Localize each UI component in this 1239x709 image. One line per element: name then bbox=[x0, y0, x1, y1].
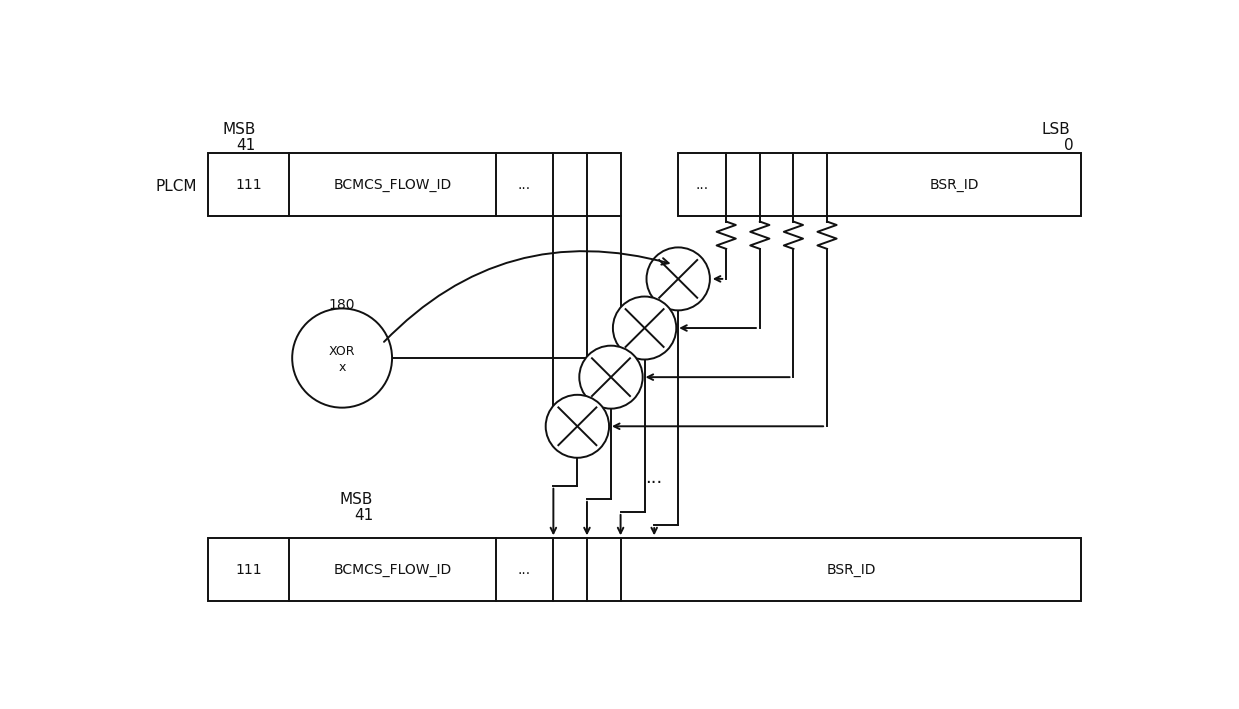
Bar bbox=[208, 538, 1082, 601]
Text: 111: 111 bbox=[235, 563, 261, 576]
Ellipse shape bbox=[545, 395, 610, 458]
Ellipse shape bbox=[613, 296, 676, 359]
Text: x: x bbox=[338, 362, 346, 374]
Text: BCMCS_FLOW_ID: BCMCS_FLOW_ID bbox=[333, 563, 452, 576]
Text: ...: ... bbox=[646, 469, 663, 487]
Text: BCMCS_FLOW_ID: BCMCS_FLOW_ID bbox=[333, 178, 452, 191]
Text: BSR_ID: BSR_ID bbox=[826, 563, 876, 576]
Ellipse shape bbox=[292, 308, 392, 408]
Text: ...: ... bbox=[518, 563, 532, 576]
Ellipse shape bbox=[647, 247, 710, 311]
Ellipse shape bbox=[580, 346, 643, 408]
Text: XOR: XOR bbox=[328, 345, 356, 358]
Text: LSB: LSB bbox=[1041, 122, 1070, 137]
Text: PLCM: PLCM bbox=[155, 179, 197, 194]
Text: BSR_ID: BSR_ID bbox=[929, 178, 979, 191]
Text: 111: 111 bbox=[235, 178, 261, 191]
Text: MSB: MSB bbox=[223, 122, 256, 137]
Text: ...: ... bbox=[518, 178, 532, 191]
Bar bbox=[678, 153, 1082, 216]
Text: 41: 41 bbox=[354, 508, 374, 523]
Text: 0: 0 bbox=[1064, 138, 1074, 153]
Text: MSB: MSB bbox=[339, 491, 373, 506]
Text: 41: 41 bbox=[237, 138, 255, 153]
Text: ...: ... bbox=[695, 178, 709, 191]
Text: 180: 180 bbox=[328, 298, 356, 312]
Bar bbox=[208, 153, 621, 216]
